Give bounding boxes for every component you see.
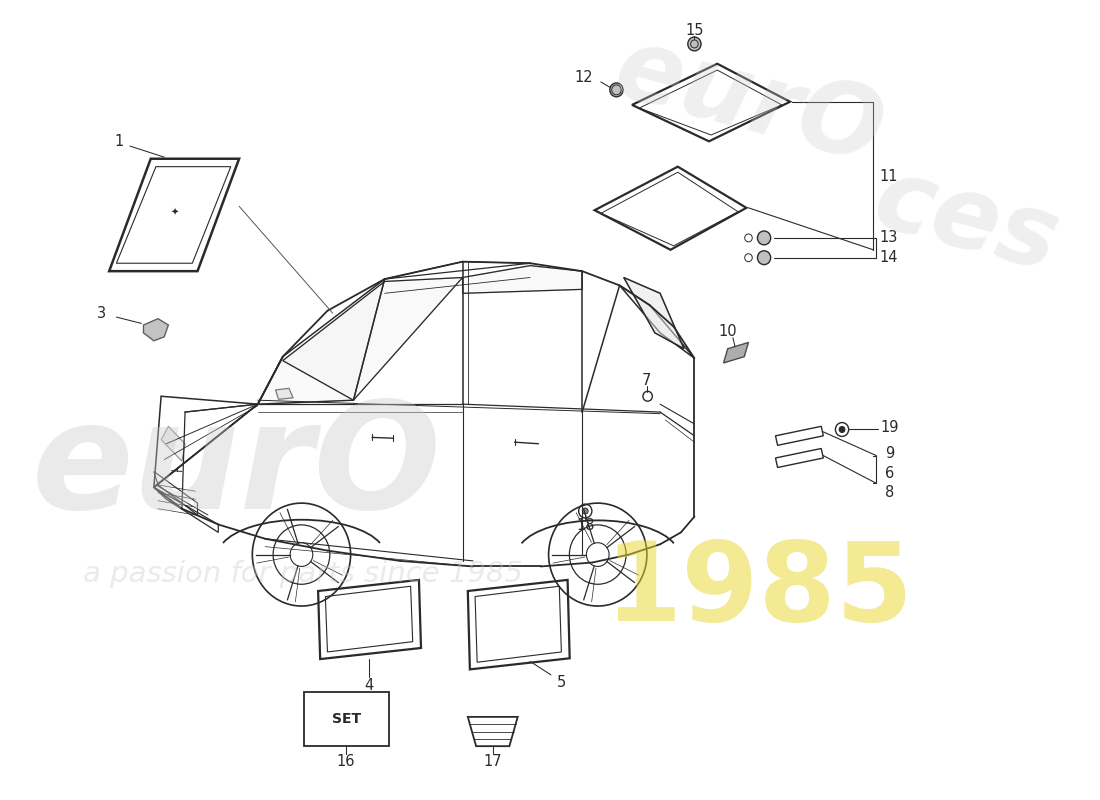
Text: 12: 12 (575, 70, 594, 86)
Text: SET: SET (331, 712, 361, 726)
Circle shape (582, 508, 588, 514)
Circle shape (758, 231, 771, 245)
FancyBboxPatch shape (304, 692, 388, 746)
Text: 10: 10 (718, 324, 737, 339)
Circle shape (758, 250, 771, 265)
Text: 19: 19 (881, 421, 899, 435)
Text: 17: 17 (483, 754, 502, 770)
Text: 15: 15 (685, 23, 704, 38)
Text: 18: 18 (576, 518, 594, 533)
Text: 9: 9 (886, 446, 894, 461)
Polygon shape (257, 279, 385, 404)
Polygon shape (724, 342, 748, 363)
Polygon shape (624, 278, 684, 349)
Polygon shape (275, 388, 294, 399)
Text: 11: 11 (880, 169, 898, 184)
Text: 1985: 1985 (604, 537, 913, 644)
Text: 8: 8 (886, 486, 894, 500)
Text: ces: ces (862, 151, 1068, 293)
Text: ✦: ✦ (170, 207, 178, 218)
Text: 16: 16 (337, 754, 355, 770)
Polygon shape (463, 266, 582, 294)
Text: 4: 4 (364, 678, 374, 693)
Polygon shape (143, 318, 168, 341)
Text: 3: 3 (97, 306, 107, 321)
Text: 6: 6 (886, 466, 894, 481)
Circle shape (688, 37, 701, 51)
Text: 5: 5 (557, 675, 566, 690)
Text: eurO: eurO (604, 21, 893, 186)
Text: a passion for parts since 1985: a passion for parts since 1985 (84, 560, 522, 588)
Polygon shape (619, 286, 694, 358)
Circle shape (609, 83, 623, 97)
Text: 13: 13 (880, 230, 898, 246)
Text: 7: 7 (642, 373, 651, 388)
Circle shape (839, 426, 845, 433)
Text: eurO: eurO (31, 395, 441, 540)
Text: 14: 14 (880, 250, 898, 265)
Text: 1: 1 (114, 134, 124, 149)
Polygon shape (161, 426, 185, 461)
Polygon shape (283, 278, 463, 400)
